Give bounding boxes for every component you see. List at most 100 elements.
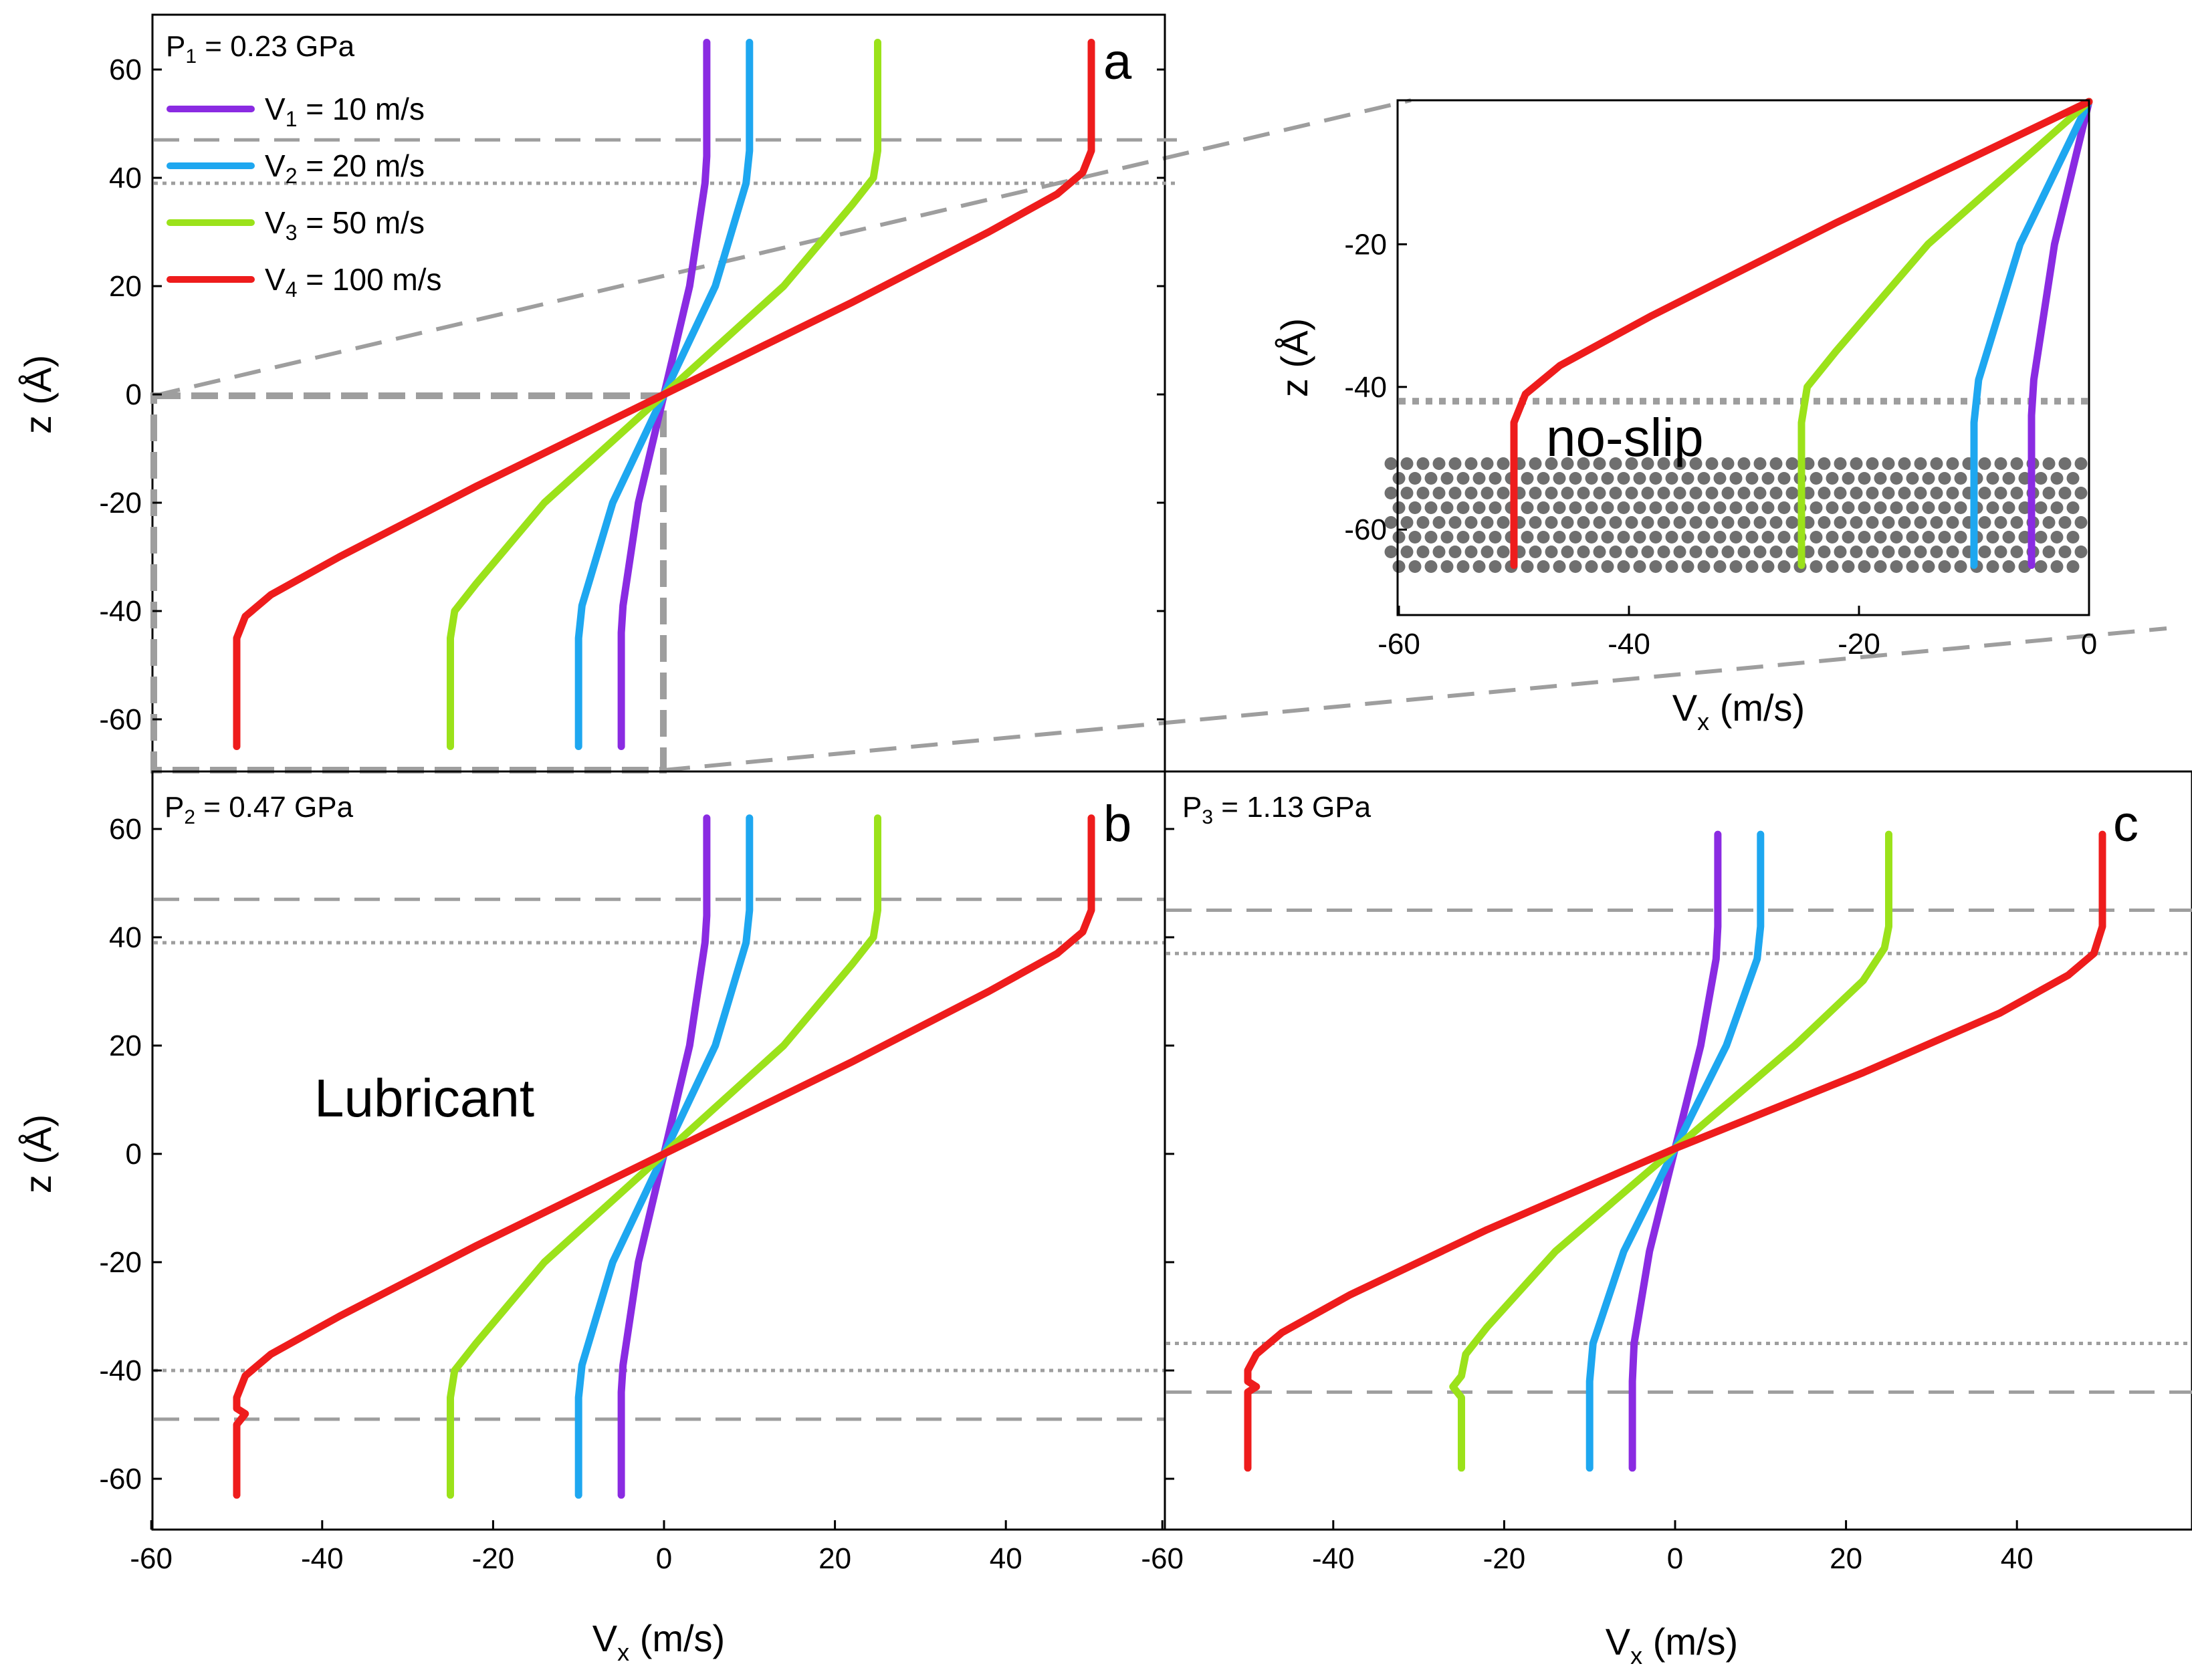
panel-a-letter: a [1103,33,1132,90]
lattice-atom [1818,457,1831,470]
lattice-atom [1384,546,1398,558]
lattice-atom [2066,501,2080,514]
lattice-atom [1922,531,1935,544]
inset-no-slip-annotation: no-slip [1546,408,1704,467]
lattice-atom [1697,501,1711,514]
panel-inset: -60 -40 -20 -60 -40 -20 0 no-slip z (Å) Vx (m/… [1273,98,2097,735]
lattice-atom [1553,560,1566,573]
lattice-atom [1601,472,1614,485]
zoom-connectors [153,98,2167,772]
panel-a-y-axis-label: z (Å) [17,355,59,434]
lattice-atom [1882,487,1895,499]
lattice-atom [1737,516,1751,529]
panel-a-legend: V1 = 10 m/s V2 = 20 m/s V3 = 50 m/s V4 =… [167,92,442,302]
lattice-atom [1842,472,1855,485]
lattice-atom [1785,516,1799,529]
lattice-atom [2002,501,2015,514]
lattice-atom [1713,560,1727,573]
lattice-atom [1585,472,1598,485]
lattice-atom [1609,457,1622,470]
lattice-atom [1617,472,1630,485]
x-tick-label: 20 [818,1542,851,1575]
lattice-atom [1850,457,1863,470]
lattice-atom [1521,501,1534,514]
panel-b-x-axis-label: Vx (m/s) [592,1617,725,1666]
x-tick-label: -20 [472,1542,515,1575]
lattice-atom [1906,531,1919,544]
lattice-atom [2042,516,2056,529]
lattice-atom [1448,457,1462,470]
lattice-atom [1697,560,1711,573]
panel-c-ticks: -60 -40 -20 0 20 40 [1141,828,2034,1575]
legend-label-v2: V2 = 20 m/s [265,148,425,188]
lattice-atom [1464,487,1478,499]
lattice-atom [1906,472,1919,485]
lattice-atom [1537,472,1550,485]
panel-a-boundaries [154,138,1177,185]
y-tick-label: 40 [109,162,142,195]
lattice-atom [1729,560,1743,573]
lattice-atom [1914,457,1927,470]
lattice-atom [1416,516,1430,529]
lattice-atom [2042,546,2056,558]
lattice-atom [1497,457,1510,470]
lattice-atom [1593,516,1606,529]
lattice-atom [1416,487,1430,499]
lattice-atom [1986,560,1999,573]
y-tick-label: -40 [99,595,142,628]
lattice-atom [1842,531,1855,544]
lattice-atom [1577,516,1590,529]
lattice-atom [1448,546,1462,558]
y-tick-label: -40 [99,1354,142,1387]
x-tick-label: -60 [1141,1542,1184,1575]
lattice-atom [1641,487,1654,499]
lattice-atom [1866,457,1879,470]
lattice-atom [1641,516,1654,529]
lattice-atom [1625,516,1638,529]
lattice-atom [1810,472,1823,485]
connector-line-bottom [663,626,2167,772]
lattice-atom [2066,472,2080,485]
lattice-atom [1569,501,1582,514]
lattice-atom [1432,516,1446,529]
y-tick-label: -60 [99,1463,142,1495]
lattice-atom [1529,457,1542,470]
series-line-v3 [1449,830,1892,1472]
lattice-atom [1978,516,1991,529]
panel-b-frame [151,770,1166,1531]
x-tick-label: 0 [1667,1542,1683,1575]
lattice-atom [1994,516,2007,529]
lattice-atom [1633,472,1646,485]
lattice-atom [1448,516,1462,529]
lattice-atom [1553,472,1566,485]
lattice-atom [2034,560,2048,573]
lattice-atom [2050,560,2064,573]
y-tick-label: 60 [109,813,142,846]
lattice-atom [1665,560,1678,573]
panel-b-series [233,814,1095,1499]
lattice-atom [2058,457,2072,470]
lattice-atom [1777,501,1791,514]
lattice-atom [1625,487,1638,499]
lattice-atom [1994,546,2007,558]
lattice-atom [2010,516,2023,529]
lattice-atom [1497,516,1510,529]
lattice-atom [1681,472,1694,485]
y-tick-label: 20 [109,270,142,303]
lattice-atom [1569,472,1582,485]
lattice-atom [1753,546,1767,558]
lattice-atom [1834,516,1847,529]
lattice-atom [1761,560,1775,573]
panel-c-letter: c [2113,796,2139,852]
lattice-atom [1489,531,1502,544]
lattice-atom [1866,487,1879,499]
lattice-atom [1785,457,1799,470]
lattice-atom [1424,501,1438,514]
x-tick-label: -40 [301,1542,344,1575]
panel-a-pressure-label: P1 = 0.23 GPa [166,30,355,68]
lattice-atom [1432,457,1446,470]
lattice-atom [1689,546,1703,558]
lattice-atom [1432,546,1446,558]
lattice-atom [1521,531,1534,544]
